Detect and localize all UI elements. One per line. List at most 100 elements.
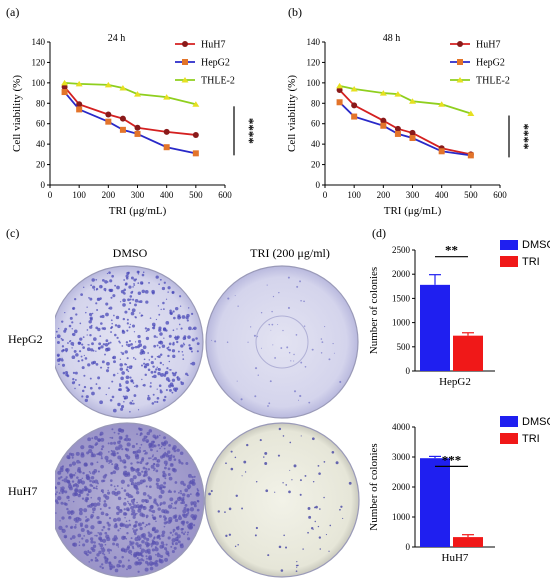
data-point <box>394 130 401 137</box>
data-point <box>134 91 141 97</box>
legend-marker <box>457 41 463 47</box>
plate-hepg2-tri <box>205 265 359 419</box>
data-point <box>379 90 387 96</box>
x-tick-label: 100 <box>72 190 86 200</box>
plate-dish <box>55 265 204 419</box>
bar-tri <box>453 335 483 371</box>
data-point <box>438 101 446 107</box>
series-line-thle-2 <box>339 85 472 115</box>
significance-stars: **** <box>517 123 532 149</box>
data-point <box>438 148 445 155</box>
x-axis-label: TRI (μg/mL) <box>109 205 167 217</box>
y-tick-label: 4000 <box>392 422 411 432</box>
y-tick-label: 20 <box>36 160 46 170</box>
data-point <box>75 80 83 87</box>
data-point <box>336 87 343 94</box>
legend-label: DMSO <box>522 240 550 251</box>
data-point <box>409 135 416 142</box>
y-tick-label: 140 <box>307 37 321 47</box>
legend-label: THLE-2 <box>476 76 510 87</box>
y-axis-label: Number of colonies <box>368 267 380 354</box>
series-line-huh7 <box>338 89 472 156</box>
data-point <box>105 118 112 125</box>
y-tick-label: 1000 <box>392 512 411 522</box>
significance-stars: *** <box>442 452 462 467</box>
data-point <box>104 81 112 88</box>
y-tick-label: 0 <box>316 180 321 190</box>
x-tick-label: 0 <box>48 190 53 200</box>
plate-hepg2-dmso <box>55 265 204 419</box>
y-tick-label: 120 <box>32 57 46 67</box>
y-tick-label: 20 <box>311 160 321 170</box>
plate-huh7-tri <box>204 422 360 578</box>
y-tick-label: 2500 <box>392 245 411 255</box>
legend-swatch <box>500 240 518 250</box>
bar-chart-hepg2: 0 500 1000 1500 2000 2500 ** Number of colonies… <box>368 240 550 388</box>
plate-dish <box>205 265 359 419</box>
bar-tri <box>453 537 483 547</box>
legend-label: HepG2 <box>201 58 230 69</box>
data-point <box>61 89 68 96</box>
y-tick-label: 120 <box>307 57 321 67</box>
y-tick-label: 60 <box>36 119 46 129</box>
data-point <box>394 125 401 132</box>
data-point <box>61 83 68 90</box>
y-axis-label: Number of colonies <box>368 443 380 530</box>
y-axis-label: Cell viability (%) <box>11 75 23 152</box>
data-point <box>467 110 475 116</box>
y-tick-label: 100 <box>307 78 321 88</box>
row-label-hepg2: HepG2 <box>8 332 43 346</box>
x-axis-label: HepG2 <box>439 376 471 388</box>
x-tick-label: 500 <box>189 190 203 200</box>
x-tick-label: 600 <box>218 190 232 200</box>
legend-marker <box>181 77 189 83</box>
data-point <box>163 128 170 135</box>
legend: DMSO TRI <box>500 240 550 268</box>
panel-label-a: (a) <box>6 5 20 19</box>
bar-dmso <box>420 284 450 371</box>
x-tick-label: 200 <box>377 190 391 200</box>
data-point <box>134 124 141 131</box>
panel-label-b: (b) <box>288 5 302 19</box>
series-line-thle-2 <box>64 81 197 106</box>
data-point <box>76 101 83 108</box>
y-tick-label: 140 <box>32 37 46 47</box>
y-tick-label: 1000 <box>392 318 411 328</box>
y-tick-label: 60 <box>311 119 321 129</box>
data-point <box>192 101 200 107</box>
legend: DMSO TRI <box>500 416 550 445</box>
legend-label: TRI <box>522 256 540 268</box>
data-point <box>105 111 112 118</box>
data-point <box>134 130 141 137</box>
col-label-tri: TRI (200 μg/ml) <box>250 246 330 260</box>
data-point <box>336 99 343 106</box>
y-tick-label: 500 <box>397 342 411 352</box>
data-point <box>336 82 344 89</box>
y-tick-label: 100 <box>32 78 46 88</box>
x-tick-label: 500 <box>464 190 478 200</box>
legend-label: THLE-2 <box>201 76 235 87</box>
legend-marker <box>457 59 463 65</box>
x-tick-label: 300 <box>131 190 145 200</box>
y-tick-label: 40 <box>36 139 46 149</box>
y-tick-label: 40 <box>311 139 321 149</box>
row-label-huh7: HuH7 <box>8 484 38 498</box>
data-point <box>380 122 387 129</box>
data-point <box>119 84 127 91</box>
colony-plates <box>55 265 360 578</box>
line-chart-24h: 0 20 40 60 80 100 120 140 0 100 200 300 400 500 600 24 … <box>11 33 257 217</box>
y-axis-label: Cell viability (%) <box>286 75 298 152</box>
data-point <box>351 113 358 120</box>
plate-huh7-dmso <box>55 422 205 578</box>
line-chart-48h: 0 20 40 60 80 100 120 140 0 100 200 300 400 500 600 48 … <box>286 33 532 217</box>
legend-label: HuH7 <box>201 40 225 51</box>
y-tick-label: 80 <box>311 98 321 108</box>
y-tick-label: 3000 <box>392 452 411 462</box>
x-tick-label: 200 <box>102 190 116 200</box>
significance-stars: **** <box>242 118 257 144</box>
chart-title: 48 h <box>383 33 401 44</box>
chart-title: 24 h <box>108 33 126 44</box>
x-axis-label: HuH7 <box>442 552 469 564</box>
significance-stars: ** <box>445 243 458 258</box>
legend-swatch <box>500 433 518 444</box>
